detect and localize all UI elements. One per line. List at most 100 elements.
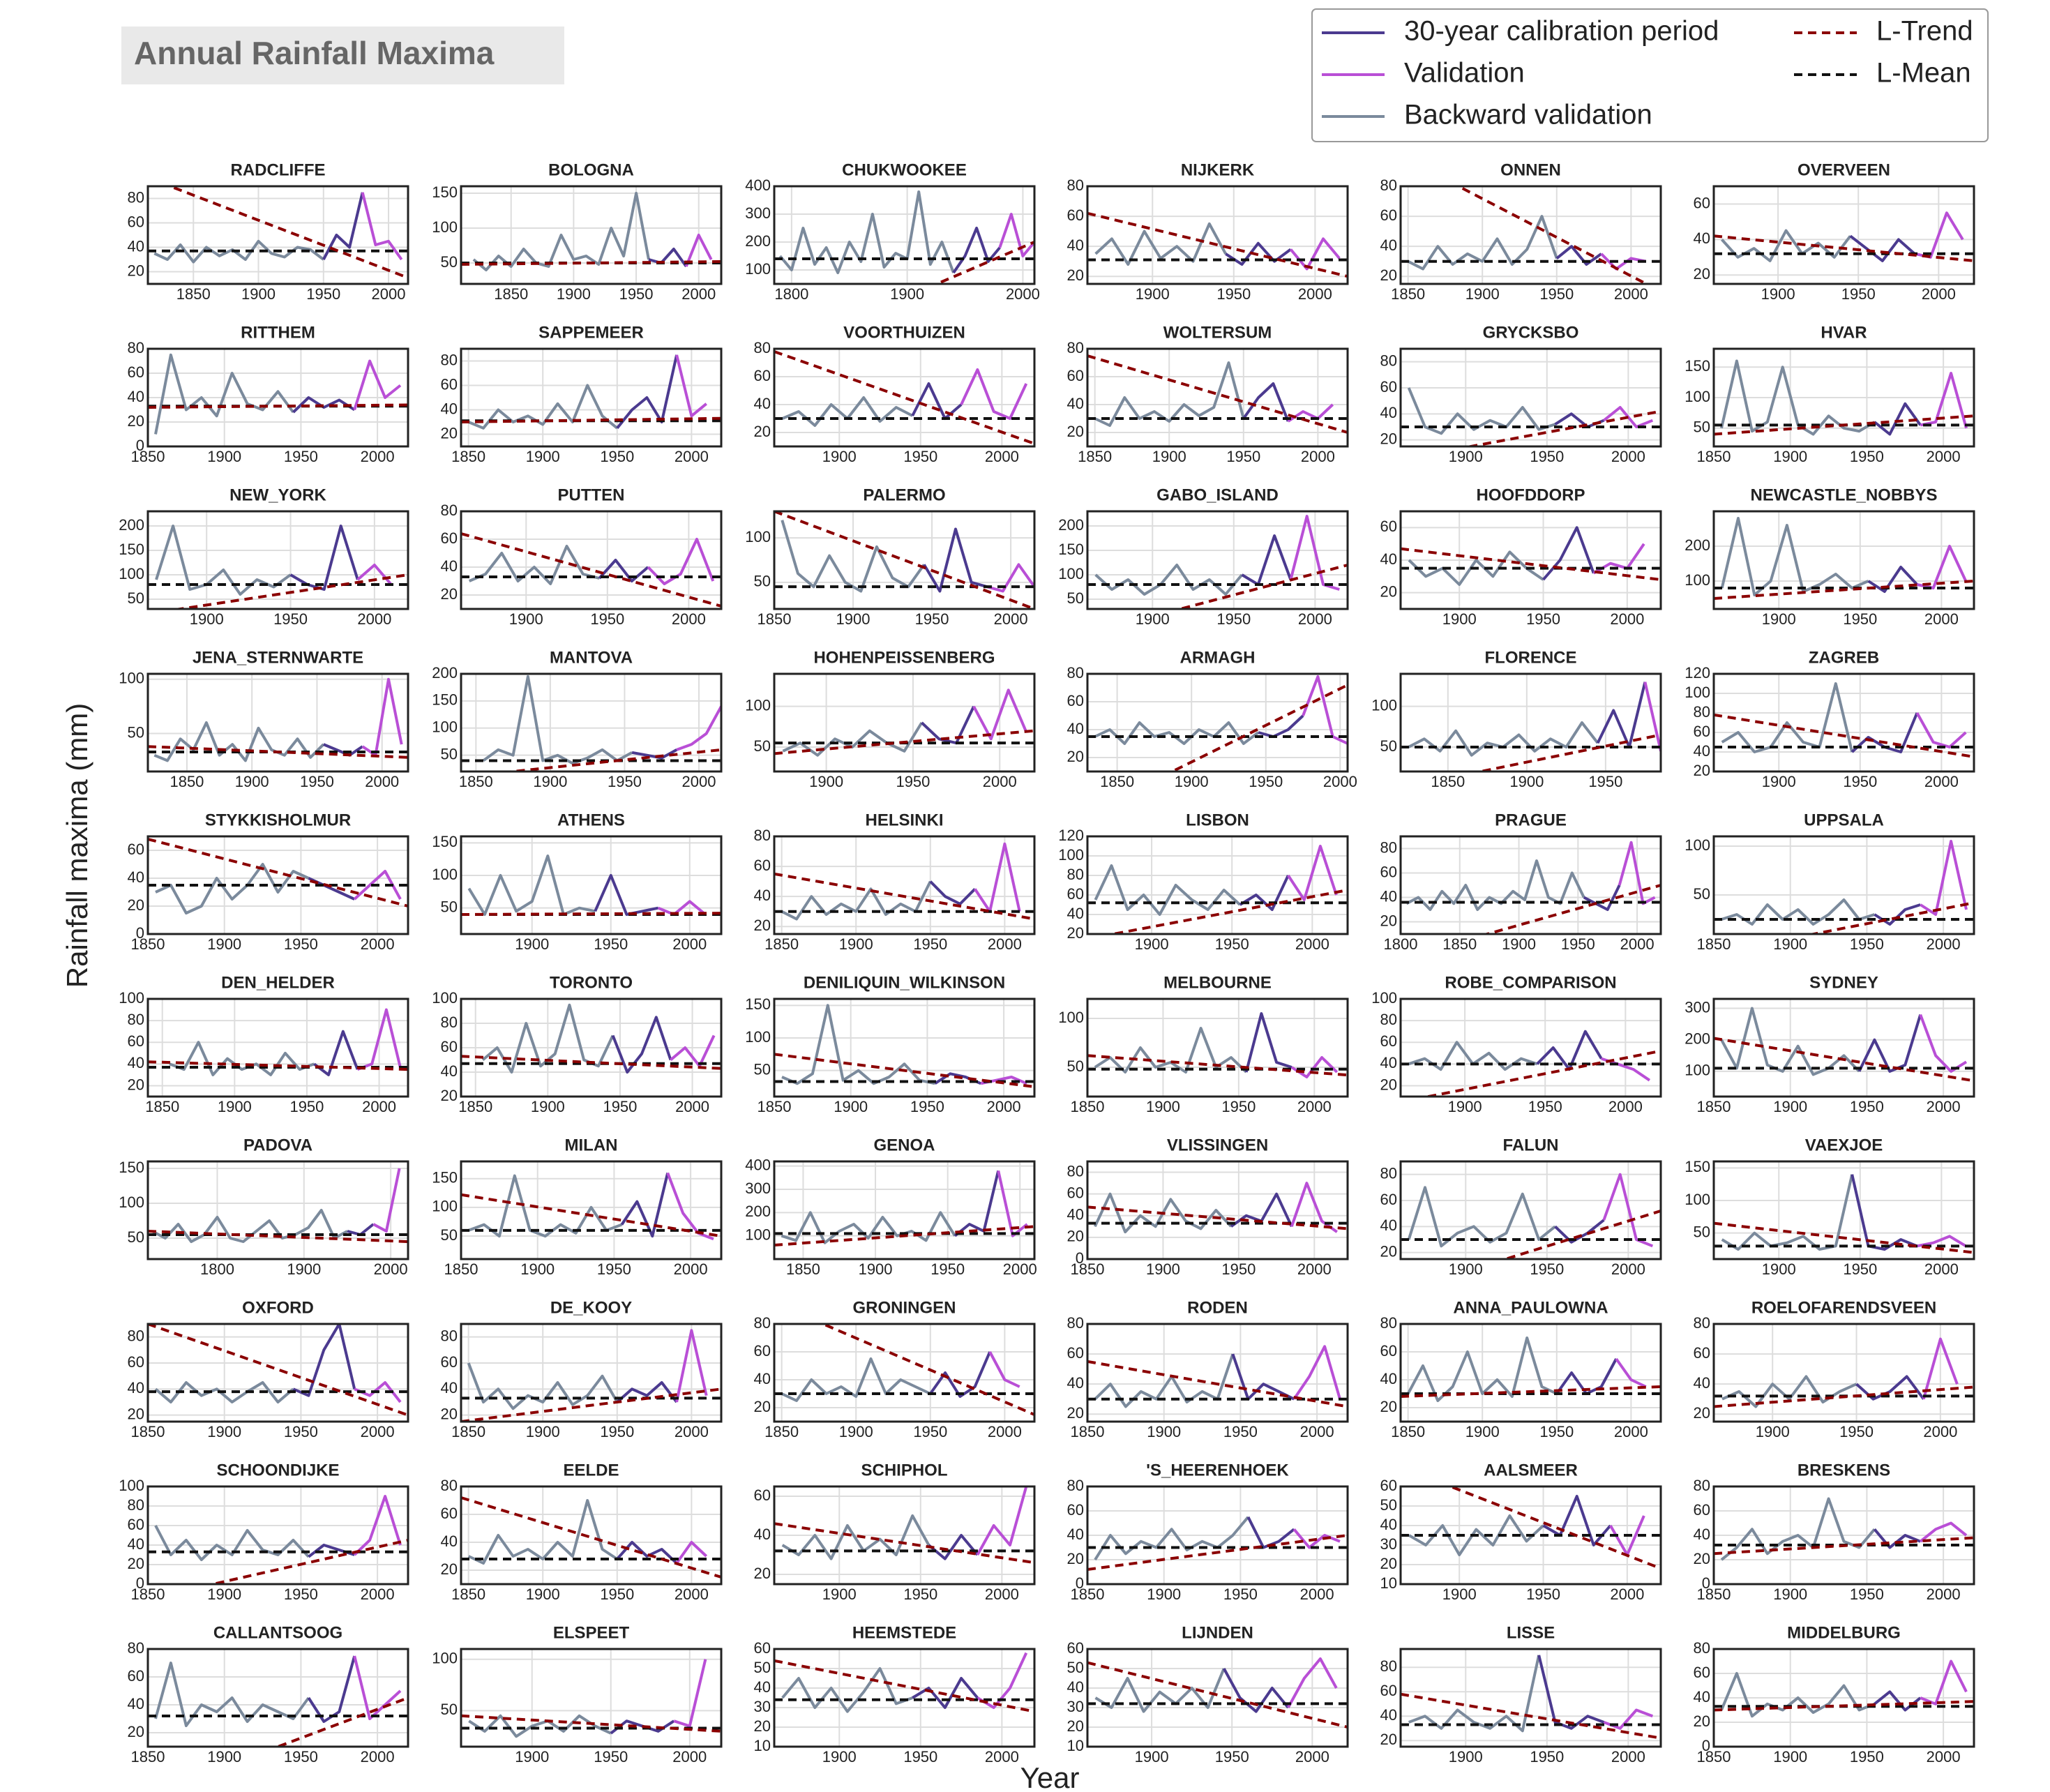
x-tick-label: 2000 xyxy=(1927,448,1961,465)
y-tick-label: 20 xyxy=(754,423,771,440)
plot-area xyxy=(1714,1174,1974,1254)
plot-area xyxy=(774,1324,1034,1416)
plot-area xyxy=(148,677,408,762)
series-line xyxy=(1554,1219,1605,1244)
y-tick-label: 150 xyxy=(1685,1158,1710,1175)
plot-area xyxy=(461,532,721,608)
y-tick-label: 20 xyxy=(754,917,771,934)
series-line xyxy=(468,545,600,585)
y-tick-label: 150 xyxy=(432,833,458,850)
series-line xyxy=(1537,1655,1605,1730)
x-tick-label: 1850 xyxy=(451,1423,485,1440)
x-tick-label: 1950 xyxy=(284,448,318,465)
panel-frame xyxy=(1712,1648,1975,1748)
panel-frame xyxy=(1086,510,1349,610)
x-tick-label: 2000 xyxy=(1298,285,1332,303)
panel-frame xyxy=(1086,672,1349,773)
x-tick-label: 1950 xyxy=(930,1260,965,1278)
series-line xyxy=(1289,515,1340,591)
panel: DEN_HELDER 20 40 60 80 100 1850 1900 1950 2000 xyxy=(119,973,409,1115)
x-tick-label: 1900 xyxy=(1762,773,1796,790)
y-tick-label: 60 xyxy=(1380,378,1397,396)
x-tick-label: 1900 xyxy=(557,285,591,303)
series-line xyxy=(322,192,364,260)
panel-title: BOLOGNA xyxy=(548,160,634,179)
l-trend xyxy=(1447,1486,1661,1570)
x-tick-label: 1950 xyxy=(1221,1098,1256,1115)
series-line xyxy=(1720,517,1869,596)
x-tick-label: 2000 xyxy=(1611,448,1645,465)
l-trend xyxy=(1473,733,1661,771)
series-line xyxy=(1258,714,1304,738)
series-line xyxy=(1302,675,1348,745)
l-trend xyxy=(1714,1536,1974,1556)
y-tick-label: 100 xyxy=(432,989,458,1007)
x-tick-label: 2000 xyxy=(988,1423,1022,1440)
series-line xyxy=(1407,387,1556,435)
y-tick-label: 100 xyxy=(432,1650,458,1667)
panel-title: CHUKWOOKEE xyxy=(842,160,967,179)
x-tick-label: 1850 xyxy=(1442,935,1477,953)
panel-frame xyxy=(460,997,723,1098)
x-tick-label: 1900 xyxy=(1175,773,1209,790)
series-line xyxy=(1094,864,1242,916)
y-tick-label: 100 xyxy=(432,218,458,236)
l-trend xyxy=(1087,1661,1348,1729)
panel-title: PUTTEN xyxy=(558,485,625,504)
panel-frame xyxy=(146,347,409,448)
y-tick-label: 100 xyxy=(119,1477,144,1494)
x-axis-label: Year xyxy=(1020,1761,1080,1792)
y-tick-label: 40 xyxy=(128,388,144,405)
series-line xyxy=(1244,1012,1292,1073)
x-tick-label: 2000 xyxy=(365,773,399,790)
x-tick-label: 2000 xyxy=(374,1260,408,1278)
x-tick-label: 1950 xyxy=(913,935,947,953)
plot-area xyxy=(1087,1012,1348,1078)
plot-area xyxy=(461,1003,721,1074)
panel-frame xyxy=(1712,1485,1975,1586)
x-tick-label: 1950 xyxy=(300,773,334,790)
panel-title: SCHOONDIJKE xyxy=(216,1461,339,1479)
y-tick-label: 40 xyxy=(1380,550,1397,568)
x-tick-label: 1950 xyxy=(597,1260,631,1278)
l-trend xyxy=(461,1714,721,1733)
x-tick-label: 1850 xyxy=(758,1098,792,1115)
x-tick-label: 2000 xyxy=(357,610,391,628)
series-line xyxy=(1406,1337,1558,1402)
panel: SCHOONDIJKE 0 20 40 60 80 100 1850 1900 1950 2000 xyxy=(119,1461,409,1603)
x-tick-label: 1950 xyxy=(1850,448,1884,465)
l-trend xyxy=(499,748,721,771)
series-line xyxy=(912,1677,979,1709)
x-tick-label: 1800 xyxy=(774,285,808,303)
panel: BRESKENS 0 20 40 60 80 1850 1900 1950 2000 xyxy=(1694,1461,1975,1603)
panel: ROELOFARENDSVEEN 20 40 60 80 1900 1950 2000 xyxy=(1694,1298,1975,1440)
plot-area xyxy=(1087,845,1348,934)
y-tick-label: 400 xyxy=(745,176,771,194)
panel-title: TORONTO xyxy=(550,973,633,992)
series-line xyxy=(911,382,963,420)
series-line xyxy=(472,192,650,271)
x-tick-label: 2000 xyxy=(1924,610,1959,628)
panel-frame xyxy=(146,997,409,1098)
y-tick-label: 100 xyxy=(119,989,144,1007)
series-line xyxy=(1408,550,1544,586)
x-tick-label: 2000 xyxy=(1924,773,1959,790)
x-tick-label: 1900 xyxy=(1135,1748,1169,1765)
y-tick-label: 60 xyxy=(128,1667,144,1685)
x-tick-label: 1950 xyxy=(1526,1586,1560,1603)
x-tick-label: 2000 xyxy=(1300,1586,1334,1603)
l-trend xyxy=(1087,1360,1348,1408)
y-tick-label: 40 xyxy=(1067,720,1084,737)
panel: EELDE 20 40 60 80 1850 1900 1950 2000 xyxy=(441,1461,723,1603)
x-tick-label: 1850 xyxy=(758,610,792,628)
x-tick-label: 1900 xyxy=(207,935,241,953)
panel-frame xyxy=(1399,997,1662,1098)
panel-title: SYDNEY xyxy=(1809,973,1878,992)
x-tick-label: 1950 xyxy=(594,1748,628,1765)
y-tick-label: 60 xyxy=(754,367,771,384)
series-line xyxy=(974,842,1021,913)
panel-frame xyxy=(773,347,1036,448)
series-line xyxy=(323,743,363,757)
x-tick-label: 2000 xyxy=(681,285,716,303)
